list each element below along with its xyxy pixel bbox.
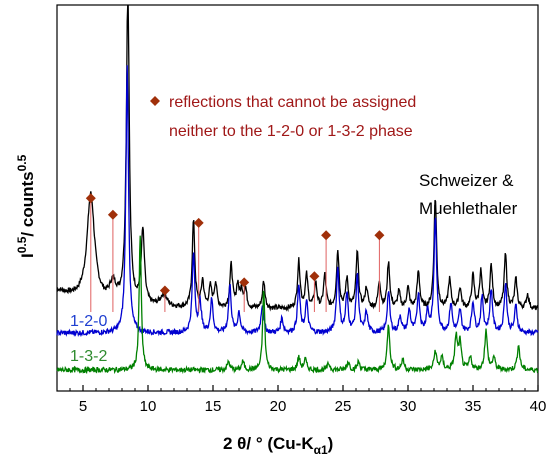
x-tick-label: 30 [400,398,417,415]
unassigned-reflection-marker [193,217,204,228]
plot-frame [56,4,539,392]
marker-note-line1: reflections that cannot be assigned [169,94,416,111]
series-layer [56,5,539,375]
unassigned-reflection-marker [309,271,320,282]
legend-diamond-icon [150,96,160,106]
x-tick-label: 40 [530,398,547,415]
source-line2: Muehlethaler [419,199,518,218]
series-label-1-3-2: 1-3-2 [70,348,107,365]
x-tick-label: 25 [335,398,352,415]
x-tick-label: 35 [465,398,482,415]
x-tick-label: 5 [79,398,87,415]
y-axis-label: I0.5/ counts0.5 [15,154,37,258]
marker-legend: reflections that cannot be assigned neit… [150,94,416,140]
marker-note-line2: neither to the 1-2-0 or 1-3-2 phase [169,123,413,140]
series-line-1-2-0 [56,65,539,338]
x-axis-ticks: 5 10 15 20 25 30 35 40 [69,385,547,415]
x-tick-label: 15 [205,398,222,415]
series-line-black [56,5,539,313]
unassigned-reflection-marker [321,230,332,241]
marker-layer [85,193,385,312]
series-label-1-2-0: 1-2-0 [70,313,107,330]
unassigned-reflection-marker [85,193,96,204]
unassigned-reflection-marker [239,277,250,288]
unassigned-reflection-marker [159,285,170,296]
x-tick-label: 20 [270,398,287,415]
x-axis-label: 2 θ/ ° (Cu-Kα1) [223,434,333,457]
series-line-1-3-2 [56,235,539,375]
source-line1: Schweizer & [419,171,514,190]
unassigned-reflection-marker [107,209,118,220]
unassigned-reflection-marker [374,230,385,241]
x-tick-label: 10 [140,398,157,415]
